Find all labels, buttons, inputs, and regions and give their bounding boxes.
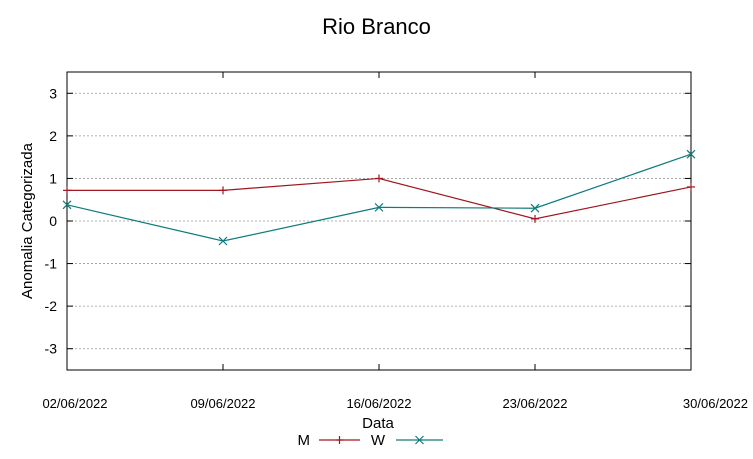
point-marker-cross [530,203,540,213]
point-marker-cross [218,236,228,246]
series-M [63,174,695,223]
legend-label-W: W [371,432,386,449]
chart-title: Rio Branco [322,14,431,39]
y-tick-label: -2 [45,298,58,314]
y-tick-label: -1 [45,256,58,272]
point-marker-cross [415,435,424,445]
y-tick-label: 3 [49,85,57,101]
legend-label-M: M [298,432,311,449]
y-tick-label: 0 [49,213,57,229]
series-line [66,153,692,242]
y-tick-label: 2 [49,128,57,144]
x-tick-label: 23/06/2022 [502,396,567,411]
x-tick-label: 30/06/2022 [683,396,748,411]
x-ticks: 02/06/2022 09/06/2022 16/06/2022 23/06/2022… [42,72,748,411]
y-tick-label: 1 [49,170,57,186]
series-line [67,177,692,220]
y-axis-label: Anomalia Categorizada [19,142,36,299]
x-axis-label: Data [362,415,394,432]
series-group [62,149,696,246]
x-tick-label: 16/06/2022 [346,396,411,411]
y-ticks: 3 2 1 0 -1 -2 -3 [45,85,691,357]
grid-lines [67,92,691,350]
series-W [62,149,696,246]
x-tick-label: 02/06/2022 [42,396,107,411]
point-marker-cross [62,200,72,210]
y-tick-label: -3 [45,341,58,357]
x-tick-label: 09/06/2022 [190,396,255,411]
point-marker-cross [374,202,384,212]
point-marker-cross [686,149,696,159]
